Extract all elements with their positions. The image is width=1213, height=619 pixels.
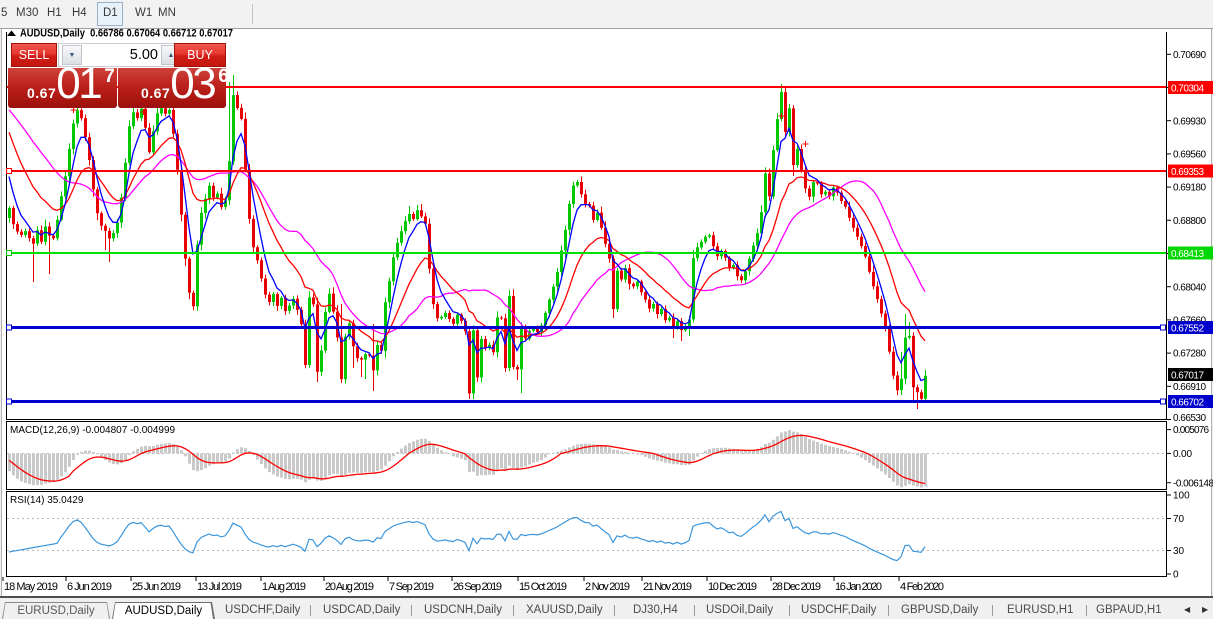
svg-text:0.66910: 0.66910: [1173, 382, 1206, 393]
svg-text:0.66702: 0.66702: [1171, 397, 1204, 408]
svg-text:2 Nov 2019: 2 Nov 2019: [585, 581, 630, 593]
svg-text:0.67552: 0.67552: [1171, 323, 1204, 334]
svg-text:25 Jun 2019: 25 Jun 2019: [132, 581, 181, 593]
svg-text:0.66530: 0.66530: [1173, 413, 1206, 424]
svg-text:20 Aug 2019: 20 Aug 2019: [325, 581, 374, 593]
svg-text:1 Aug 2019: 1 Aug 2019: [262, 581, 306, 593]
svg-text:0.005076: 0.005076: [1173, 425, 1209, 436]
svg-text:0.68800: 0.68800: [1173, 216, 1206, 227]
svg-text:6 Jun 2019: 6 Jun 2019: [67, 581, 112, 593]
svg-text:16 Jan 2020: 16 Jan 2020: [835, 581, 882, 593]
svg-text:0.70304: 0.70304: [1171, 83, 1204, 94]
svg-text:15 Oct 2019: 15 Oct 2019: [519, 581, 567, 593]
svg-text:0.68040: 0.68040: [1173, 282, 1206, 293]
svg-text:MACD(12,26,9) -0.004807 -0.004: MACD(12,26,9) -0.004807 -0.004999: [10, 425, 176, 436]
svg-text:-0.006148: -0.006148: [1173, 478, 1213, 489]
svg-text:26 Sep 2019: 26 Sep 2019: [453, 581, 502, 593]
svg-text:18 May 2019: 18 May 2019: [4, 581, 58, 593]
svg-text:0.67017: 0.67017: [1171, 370, 1204, 381]
svg-text:0.69930: 0.69930: [1173, 116, 1206, 127]
svg-text:4 Feb 2020: 4 Feb 2020: [900, 581, 944, 593]
svg-text:70: 70: [1173, 514, 1185, 525]
svg-text:13 Jul 2019: 13 Jul 2019: [197, 581, 242, 593]
svg-text:0.70690: 0.70690: [1173, 50, 1206, 61]
svg-text:10 Dec 2019: 10 Dec 2019: [708, 581, 757, 593]
svg-text:21 Nov 2019: 21 Nov 2019: [643, 581, 692, 593]
svg-text:7 Sep 2019: 7 Sep 2019: [389, 581, 434, 593]
svg-text:0.69560: 0.69560: [1173, 150, 1206, 161]
svg-text:0.69353: 0.69353: [1171, 167, 1204, 178]
svg-text:0.00: 0.00: [1173, 449, 1192, 460]
svg-text:AUDUSD,Daily 0.66786 0.67064: AUDUSD,Daily 0.66786 0.67064 0.66712 0.6…: [20, 28, 233, 40]
svg-text:RSI(14) 35.0429: RSI(14) 35.0429: [10, 495, 84, 506]
svg-text:0.69180: 0.69180: [1173, 183, 1206, 194]
svg-text:0: 0: [1173, 570, 1179, 581]
svg-text:100: 100: [1173, 491, 1190, 502]
svg-text:0.67280: 0.67280: [1173, 349, 1206, 360]
svg-text:0.68413: 0.68413: [1171, 249, 1204, 260]
svg-text:30: 30: [1173, 546, 1185, 557]
svg-text:28 Dec 2019: 28 Dec 2019: [772, 581, 821, 593]
